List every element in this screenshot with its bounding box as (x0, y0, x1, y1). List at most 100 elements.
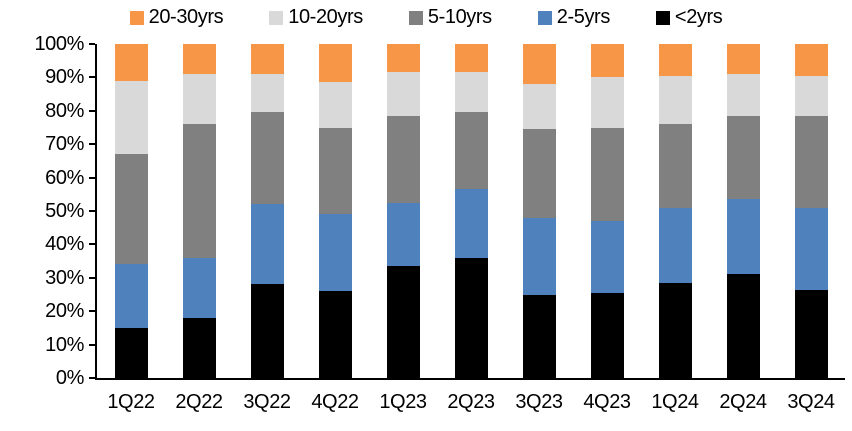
y-tick-label: 30% (45, 266, 84, 289)
y-tick-label: 60% (45, 166, 84, 189)
y-tick-label: 90% (45, 66, 84, 89)
y-tick-label: 0% (55, 367, 85, 389)
legend-label: <2yrs (674, 6, 723, 28)
legend-item-20-30yrs: 20-30yrs (129, 6, 224, 29)
legend-label: 20-30yrs (148, 6, 224, 28)
y-tick-label: 40% (45, 233, 84, 256)
y-tick-mark (89, 377, 95, 379)
bar-segment--2yrs (522, 294, 556, 378)
y-tick-mark (89, 243, 95, 246)
bar-3q22 (250, 44, 284, 378)
bar-segment-10-20yrs (590, 77, 624, 128)
bar-segment--2yrs (182, 317, 216, 378)
bar-segment-5-10yrs (522, 129, 556, 218)
x-tick-label: 2Q22 (175, 391, 223, 413)
x-tick-label: 2Q24 (719, 391, 767, 413)
bar-segment-5-10yrs (590, 127, 624, 222)
bar-segment-20-30yrs (590, 44, 624, 78)
legend-item-2-5yrs: 2-5yrs (537, 6, 611, 29)
bar-segment-10-20yrs (182, 74, 216, 125)
bar-segment-10-20yrs (318, 82, 352, 128)
bar-segment--2yrs (318, 291, 352, 378)
bar-1q24 (658, 44, 692, 378)
x-tick-label: 4Q23 (583, 391, 631, 413)
y-tick-label: 80% (45, 99, 84, 122)
bar-segment--2yrs (794, 289, 828, 378)
bar-segment-10-20yrs (454, 72, 488, 113)
x-tick-label: 3Q23 (515, 391, 563, 413)
bar-segment-5-10yrs (386, 115, 420, 203)
bar-segment--2yrs (386, 266, 420, 378)
bar-2q22 (182, 44, 216, 378)
bar-segment-20-30yrs (318, 44, 352, 83)
y-tick-mark (89, 109, 95, 112)
y-tick-label: 50% (45, 200, 84, 222)
bar-segment-2-5yrs (590, 221, 624, 293)
bar-3q23 (522, 44, 556, 378)
x-tick-label: 3Q22 (243, 391, 291, 413)
bar-segment-2-5yrs (318, 214, 352, 292)
legend-item-10-20yrs: 10-20yrs (269, 6, 363, 29)
bar-4q22 (318, 44, 352, 378)
y-tick-mark (89, 343, 95, 346)
bar-segment--2yrs (658, 282, 692, 378)
bar-1q23 (386, 44, 420, 378)
legend-swatch-icon (269, 10, 284, 25)
y-tick-mark (89, 176, 95, 179)
bar-segment-5-10yrs (658, 124, 692, 208)
bar-segment-2-5yrs (726, 199, 760, 275)
bar-segment-2-5yrs (794, 207, 828, 290)
bar-segment-2-5yrs (658, 207, 692, 283)
bar-2q24 (726, 44, 760, 378)
bar-segment--2yrs (590, 292, 624, 378)
bar-segment-2-5yrs (182, 257, 216, 318)
y-tick-label: 10% (45, 333, 84, 356)
bar-segment-10-20yrs (522, 84, 556, 130)
bar-segment-2-5yrs (114, 264, 148, 328)
bar-segment-20-30yrs (250, 44, 284, 75)
x-tick-label: 1Q22 (107, 391, 155, 413)
bar-segment--2yrs (114, 327, 148, 378)
bar-segment-10-20yrs (114, 80, 148, 155)
x-tick-label: 3Q24 (787, 391, 835, 413)
bar-segment-10-20yrs (726, 74, 760, 116)
bar-segment-2-5yrs (250, 204, 284, 285)
y-tick-mark (89, 143, 95, 146)
x-tick-label: 1Q24 (651, 391, 699, 413)
legend-swatch-icon (408, 10, 423, 25)
bar-segment-5-10yrs (318, 127, 352, 215)
bar-segment-10-20yrs (250, 74, 284, 113)
bar-segment-5-10yrs (726, 115, 760, 200)
y-tick-mark (89, 210, 95, 212)
legend-label: 10-20yrs (288, 6, 363, 28)
bar-segment-20-30yrs (114, 44, 148, 81)
bar-3q24 (794, 44, 828, 378)
bar-segment--2yrs (726, 274, 760, 378)
y-tick-mark (89, 43, 95, 45)
bar-segment-20-30yrs (522, 44, 556, 85)
y-tick-label: 20% (45, 300, 84, 323)
bar-segment--2yrs (250, 284, 284, 378)
bar-segment-2-5yrs (522, 217, 556, 295)
bar-segment-20-30yrs (794, 44, 828, 76)
legend-swatch-icon (655, 10, 670, 25)
legend-item--2yrs: <2yrs (655, 6, 723, 29)
legend-label: 5-10yrs (427, 6, 492, 28)
bar-segment-2-5yrs (454, 189, 488, 258)
bar-segment-5-10yrs (114, 154, 148, 265)
bar-segment-20-30yrs (726, 44, 760, 75)
bar-segment-20-30yrs (658, 44, 692, 76)
plot-area (95, 44, 845, 380)
x-tick-label: 1Q23 (379, 391, 427, 413)
bar-segment-5-10yrs (454, 112, 488, 190)
y-tick-mark (89, 310, 95, 313)
x-tick-label: 4Q22 (311, 391, 359, 413)
bar-4q23 (590, 44, 624, 378)
legend-item-5-10yrs: 5-10yrs (408, 6, 492, 29)
x-axis-labels: 1Q22 2Q22 3Q22 4Q22 1Q23 2Q23 3Q23 4Q23 1Q24 2Q24… (97, 391, 845, 414)
bar-1q22 (114, 44, 148, 378)
legend-label: 2-5yrs (556, 6, 611, 28)
legend-swatch-icon (537, 10, 552, 25)
y-tick-mark (89, 76, 95, 79)
